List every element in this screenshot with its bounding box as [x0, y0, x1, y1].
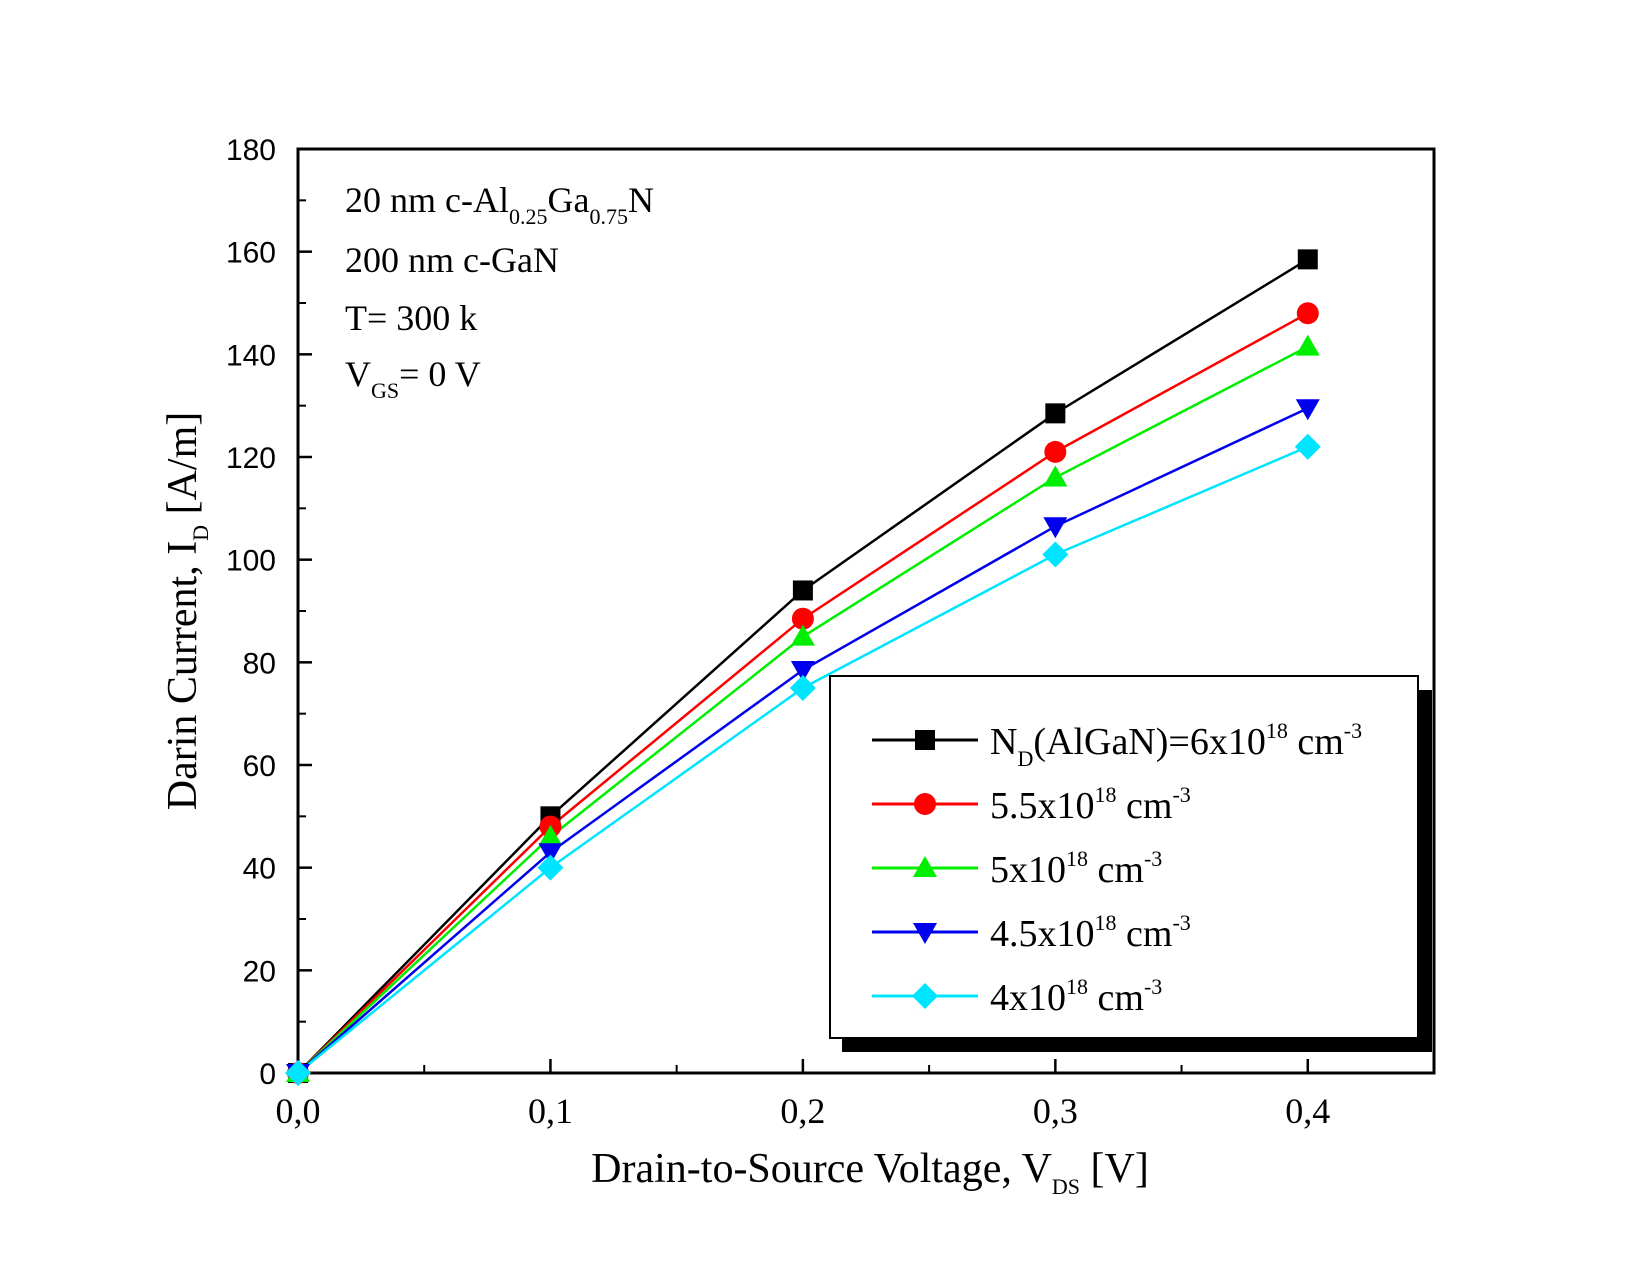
series-3-point	[538, 824, 563, 846]
annotation-block: 20 nm c-Al0.25Ga0.75N 200 nm c-GaN T= 30…	[345, 180, 654, 403]
series-4-point	[538, 843, 563, 865]
series-4-point	[1295, 399, 1320, 421]
series-3-point	[1295, 334, 1320, 356]
legend-label-3: 5x1018 cm-3	[990, 846, 1162, 891]
x-tick-label: 0,0	[276, 1091, 321, 1131]
annotation-line-3: T= 300 k	[345, 298, 477, 338]
y-tick-label: 180	[226, 134, 276, 167]
series-5-point	[1294, 433, 1321, 460]
series-2-point	[791, 607, 814, 630]
legend-items: ND(AlGaN)=6x1018 cm-3 5.5x1018 cm-3 5x1018…	[872, 718, 1362, 1019]
series-4-point	[1043, 517, 1068, 539]
legend-marker-2	[914, 793, 936, 815]
x-tick-label: 0,2	[780, 1091, 825, 1131]
series-5-point	[789, 675, 816, 701]
y-tick-label: 100	[226, 545, 276, 578]
legend-label-4: 4.5x1018 cm-3	[990, 910, 1191, 955]
legend-marker-3	[913, 856, 937, 877]
annotation-line-4: VGS= 0 V	[345, 354, 481, 403]
y-tick-label: 160	[226, 237, 276, 270]
y-tick-label: 40	[243, 853, 276, 886]
series-3-point	[1043, 465, 1068, 487]
legend-label-1: ND(AlGaN)=6x1018 cm-3	[990, 718, 1362, 771]
x-tick-label: 0,4	[1285, 1091, 1330, 1131]
y-tick-label: 80	[243, 647, 276, 680]
legend-marker-5	[912, 983, 938, 1009]
legend: ND(AlGaN)=6x1018 cm-3 5.5x1018 cm-3 5x1018…	[829, 675, 1432, 1052]
y-axis-title: Darin Current, ID [A/m]	[160, 412, 213, 810]
y-tick-label: 20	[243, 955, 276, 988]
series-1-point	[1297, 249, 1318, 270]
y-tick-label: 140	[226, 339, 276, 372]
series-2-point	[1044, 440, 1067, 463]
tick-labels: 0 20 40 60 80 100 120 140 160 180 0,0 0,1 0,2 0,3 0,4	[226, 134, 1330, 1131]
legend-marker-1	[915, 730, 935, 750]
x-tick-label: 0,3	[1033, 1091, 1078, 1131]
series-markers	[285, 249, 1321, 1086]
series-5-point	[285, 1060, 311, 1086]
series-5-point	[1042, 541, 1069, 568]
y-tick-label: 120	[226, 442, 276, 475]
series-2-point	[1296, 302, 1319, 325]
series-5-point	[537, 854, 564, 881]
annotation-line-2: 200 nm c-GaN	[345, 240, 559, 280]
legend-label-5: 4x1018 cm-3	[990, 974, 1162, 1019]
series-4-point	[790, 661, 815, 683]
x-tick-label: 0,1	[528, 1091, 573, 1131]
legend-marker-4	[913, 923, 937, 944]
y-tick-label: 0	[259, 1058, 276, 1091]
series-1-point	[1045, 403, 1066, 424]
legend-label-2: 5.5x1018 cm-3	[990, 782, 1191, 827]
series-1-point	[792, 580, 813, 601]
y-tick-label: 60	[243, 750, 276, 783]
annotation-line-1: 20 nm c-Al0.25Ga0.75N	[345, 180, 654, 229]
x-axis-title: Drain-to-Source Voltage, VDS [V]	[591, 1146, 1149, 1199]
series-3-point	[790, 624, 815, 646]
axes-ticks	[296, 147, 1435, 1075]
